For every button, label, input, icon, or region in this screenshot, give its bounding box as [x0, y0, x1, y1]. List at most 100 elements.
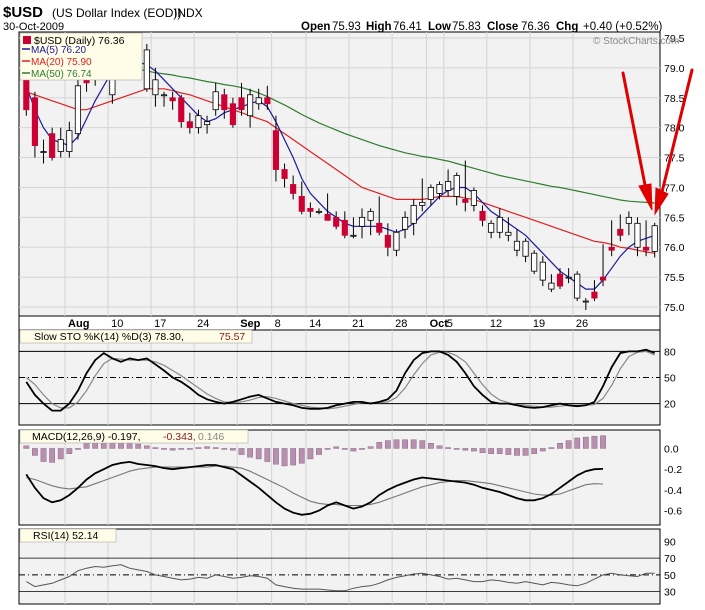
macd-tick-label: -0.4 [664, 485, 682, 497]
low-value: 75.83 [452, 21, 481, 33]
open-value: 75.93 [332, 21, 361, 33]
macd-histogram-bar [143, 445, 150, 449]
candle-body [341, 219, 348, 236]
candle-body [298, 196, 305, 212]
annotation-arrows [621, 68, 694, 216]
legend-ma5-text: MA(5) 76.20 [31, 45, 86, 56]
macd-histogram-bar [462, 448, 469, 451]
candle-body [152, 79, 159, 96]
macd-histogram-bar [505, 448, 512, 455]
x-axis-label: 17 [154, 318, 166, 330]
macd-histogram-bar [195, 447, 202, 449]
low-label: Low [428, 21, 451, 33]
legend-ma50-text: MA(50) 76.74 [31, 69, 92, 80]
macd-hist-label: 0.146 [198, 431, 224, 443]
candle-body [221, 94, 228, 111]
stoch-legend: Slow STO %K(14) %D(3) 78.30, 75.57 [19, 329, 253, 344]
x-axis-label: 8 [275, 318, 281, 330]
macd-histogram-bar [479, 448, 486, 454]
candle-body [264, 97, 271, 105]
candle-body [427, 187, 434, 200]
candle-body [229, 103, 236, 126]
macd-signal-line [26, 465, 604, 507]
macd-histogram-bar [298, 448, 305, 464]
price-tick-label: 75.5 [664, 272, 685, 284]
candle-body [419, 201, 426, 206]
candle-body [31, 97, 38, 146]
macd-histogram-bar [255, 448, 262, 460]
candle-body [470, 190, 477, 206]
rsi-line [26, 564, 655, 592]
macd-histogram-bar [591, 435, 598, 449]
candle-body [238, 97, 245, 111]
macd-histogram-bar [49, 448, 55, 463]
candle-body [582, 300, 589, 303]
annotation-arrow-left [621, 71, 648, 192]
candle-body [401, 216, 409, 230]
macd-histogram-bar [290, 448, 297, 466]
macd-histogram-bar [531, 448, 538, 454]
candle-body [281, 169, 288, 179]
x-axis-label: Oct [430, 318, 449, 330]
macd-histogram-bar [367, 446, 374, 449]
close-value: 76.36 [521, 21, 550, 33]
chg-label: Chg [556, 21, 578, 33]
candle-body [49, 133, 56, 158]
price-tick-label: 79.5 [664, 33, 685, 45]
macd-label: MACD(12,26,9) -0.197, [32, 431, 141, 443]
candle-body [488, 222, 495, 233]
candle-body [505, 231, 512, 236]
macd-histogram-bar [169, 448, 176, 451]
stoch-d-label: 75.57 [219, 331, 245, 343]
rsi-label: RSI(14) 52.14 [33, 530, 99, 542]
stoch-tick-label: 80 [664, 346, 676, 358]
macd-histogram-bar [247, 448, 253, 458]
candle-body [462, 199, 469, 203]
candle-body [376, 222, 383, 233]
macd-histogram-bar [23, 445, 30, 449]
candle-body [66, 130, 73, 152]
ohlc-readout: Open 75.93 High 76.41 Low 75.83 Close 76… [301, 21, 662, 33]
macd-histogram-bar [496, 448, 503, 454]
price-tick-label: 78.0 [664, 123, 685, 135]
macd-histogram-bar [453, 448, 460, 450]
candle-body [160, 94, 168, 97]
rsi-tick-label: 90 [664, 536, 676, 548]
macd-histogram-bar [238, 448, 245, 455]
price-tick-label: 77.0 [664, 182, 685, 194]
macd-histogram-bar [135, 443, 142, 449]
macd-histogram-bar [350, 448, 357, 452]
macd-histogram-bar [410, 439, 417, 449]
candle-body [617, 228, 624, 236]
macd-histogram-bar [445, 447, 451, 449]
macd-histogram-bar [436, 445, 443, 449]
macd-line [25, 460, 604, 516]
macd-tick-label: -0.6 [664, 506, 682, 518]
exchange-label: INDX [174, 6, 203, 20]
candle-body [599, 276, 607, 281]
macd-histogram-bar [514, 448, 520, 456]
candle-body [410, 204, 417, 224]
date-axis-strip [18, 315, 661, 331]
macd-legend: MACD(12,26,9) -0.197, -0.343, 0.146 [19, 429, 249, 444]
macd-histogram-bar [471, 448, 477, 452]
macd-histogram-bar [376, 442, 383, 449]
macd-signal-label: -0.343, [163, 431, 196, 443]
candle-body [496, 216, 503, 233]
candle-body [23, 76, 30, 111]
macd-histogram-bar [557, 442, 563, 449]
macd-histogram-bar [186, 448, 193, 450]
candle-body [74, 85, 82, 135]
candle-body [186, 121, 193, 129]
legend-box [19, 32, 143, 81]
price-tick-label: 75.0 [664, 302, 685, 314]
rsi-tick-label: 50 [664, 570, 676, 582]
candle-body [651, 225, 658, 252]
watermark: © StockCharts.com [593, 36, 679, 47]
candle-body [479, 210, 486, 221]
macd-histogram-bar [324, 448, 331, 450]
candle-body [445, 181, 452, 191]
candle-body [290, 184, 297, 194]
candle-body [634, 222, 641, 248]
